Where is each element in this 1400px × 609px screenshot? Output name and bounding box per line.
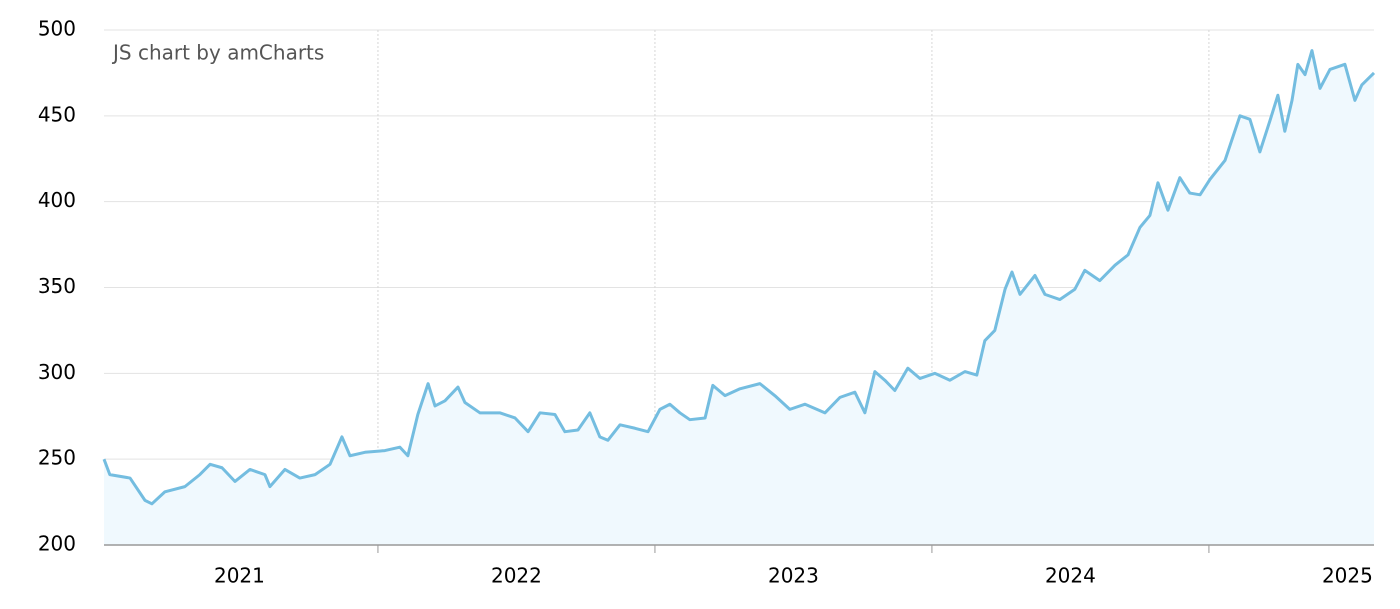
credit: JS chart by amCharts bbox=[111, 41, 324, 65]
area bbox=[104, 50, 1374, 545]
x-tick-label: 2023 bbox=[768, 564, 819, 588]
grid bbox=[104, 29, 1374, 546]
axes: 200 250 300 350 400 450 500 2021 2022 2023 2024 202… bbox=[38, 17, 1374, 588]
y-tick-label: 200 bbox=[38, 532, 76, 556]
y-tick-label: 300 bbox=[38, 360, 76, 384]
plot-area bbox=[102, 49, 1376, 545]
line bbox=[102, 49, 1376, 506]
y-tick-label: 250 bbox=[38, 446, 76, 470]
y-tick-label: 400 bbox=[38, 188, 76, 212]
y-tick-label: 350 bbox=[38, 274, 76, 298]
y-tick-label: 450 bbox=[38, 102, 76, 126]
x-tick-label: 2025 bbox=[1322, 564, 1373, 588]
x-tick-label: 2022 bbox=[491, 564, 542, 588]
x-tick-label: 2021 bbox=[214, 564, 265, 588]
y-tick-label: 500 bbox=[38, 17, 76, 41]
x-tick-label: 2024 bbox=[1045, 564, 1096, 588]
